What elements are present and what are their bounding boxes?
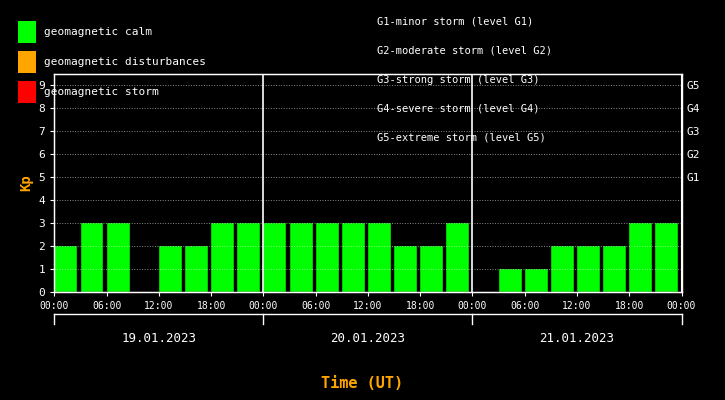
Bar [263,223,286,292]
Bar [447,223,469,292]
Bar [499,269,521,292]
Text: geomagnetic disturbances: geomagnetic disturbances [44,57,205,67]
Bar [420,246,443,292]
Bar [315,223,339,292]
Bar [107,223,130,292]
Text: geomagnetic calm: geomagnetic calm [44,27,152,37]
Text: Time (UT): Time (UT) [321,376,404,392]
Bar [159,246,182,292]
Bar [577,246,600,292]
Text: G2-moderate storm (level G2): G2-moderate storm (level G2) [377,46,552,56]
Bar [603,246,626,292]
Bar [551,246,574,292]
Text: G4-severe storm (level G4): G4-severe storm (level G4) [377,104,539,114]
Bar [525,269,547,292]
Y-axis label: Kp: Kp [19,175,33,191]
Text: G5-extreme storm (level G5): G5-extreme storm (level G5) [377,132,546,142]
Bar [80,223,104,292]
Bar [655,223,679,292]
Text: 20.01.2023: 20.01.2023 [331,332,405,344]
Text: G3-strong storm (level G3): G3-strong storm (level G3) [377,74,539,85]
Bar [54,246,78,292]
Bar [289,223,312,292]
Text: 19.01.2023: 19.01.2023 [121,332,196,344]
Bar [629,223,652,292]
Bar [185,246,208,292]
Text: G1-minor storm (level G1): G1-minor storm (level G1) [377,17,534,27]
Bar [341,223,365,292]
Text: 21.01.2023: 21.01.2023 [539,332,615,344]
Bar [211,223,234,292]
Bar [237,223,260,292]
Bar [394,246,417,292]
Bar [368,223,391,292]
Text: geomagnetic storm: geomagnetic storm [44,87,158,97]
